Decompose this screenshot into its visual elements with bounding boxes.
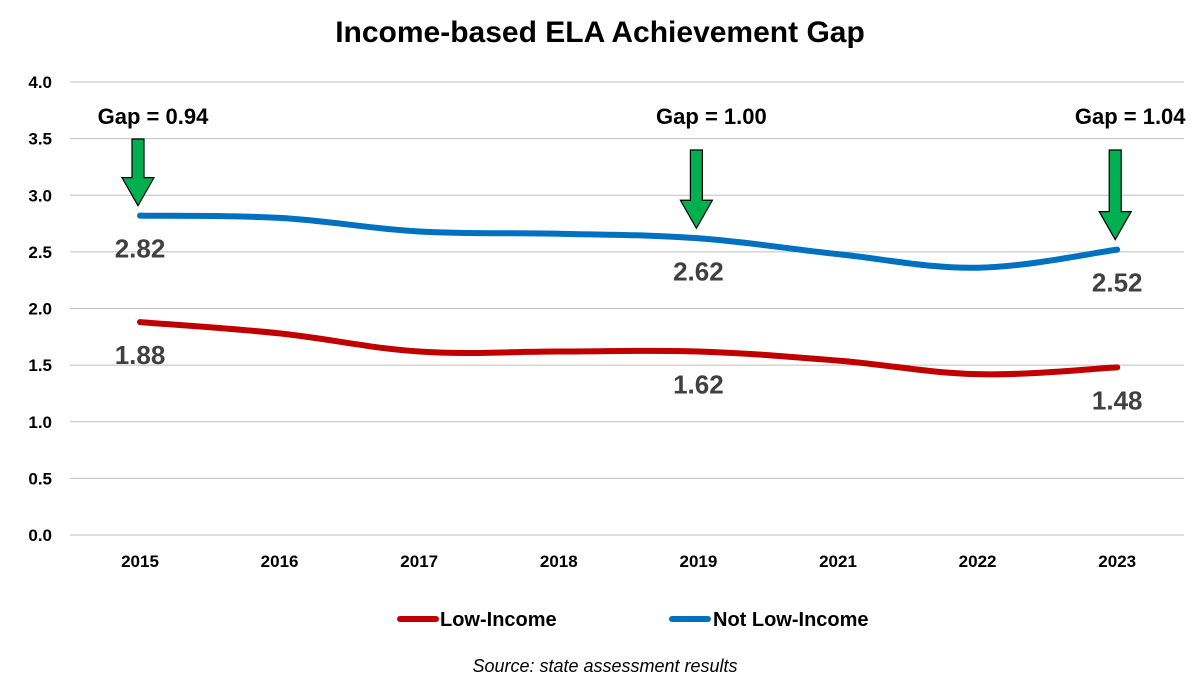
gridlines [70,81,1184,536]
y-tick-label: 3.0 [28,186,52,205]
y-tick-label: 2.5 [28,243,52,262]
gap-annotation: Gap = 0.94 [98,104,209,129]
data-label: 2.52 [1092,268,1143,298]
y-tick-label: 0.0 [28,526,52,545]
data-label: 2.62 [673,256,724,286]
legend: Low-Income Not Low-Income [397,609,869,631]
gap-arrow-icon [679,149,714,230]
y-tick-label: 2.0 [28,300,52,319]
data-labels: 1.88 1.62 1.48 2.82 2.62 2.52 [115,234,1143,416]
x-tick-label: 2023 [1098,552,1136,571]
legend-label-not-low-income: Not Low-Income [713,609,869,631]
x-tick-label: 2018 [540,552,578,571]
y-tick-label: 0.5 [28,469,52,488]
gap-arrow-icon [120,138,156,207]
gap-arrow-icon [1098,149,1133,241]
data-label: 1.62 [673,370,724,400]
y-axis-ticks: 0.0 0.5 1.0 1.5 2.0 2.5 3.0 3.5 4.0 [28,73,52,545]
gap-arrows: Gap = 0.94 Gap = 1.00 Gap = 1.04 [98,104,1186,241]
legend-label-low-income: Low-Income [440,609,557,631]
y-tick-label: 4.0 [28,73,52,92]
series-line-not-low-income [137,212,1121,271]
data-label: 1.48 [1092,385,1143,415]
x-tick-label: 2015 [121,552,159,571]
y-tick-label: 3.5 [28,130,52,149]
y-tick-label: 1.5 [28,356,52,375]
y-tick-label: 1.0 [28,413,52,432]
data-label: 1.88 [115,340,166,370]
data-label: 2.82 [115,234,166,264]
x-tick-label: 2022 [959,552,997,571]
series-lines [137,212,1121,378]
x-tick-label: 2016 [261,552,299,571]
x-tick-label: 2017 [400,552,438,571]
gap-annotation: Gap = 1.00 [656,104,767,129]
series-line-low-income [137,319,1121,378]
x-axis-ticks: 2015 2016 2017 2018 2019 2021 2022 2023 [121,552,1136,571]
x-tick-label: 2019 [679,552,717,571]
source-note: Source: state assessment results [472,656,737,676]
chart-title: Income-based ELA Achievement Gap [335,16,865,49]
gap-annotation: Gap = 1.04 [1075,104,1186,129]
x-tick-label: 2021 [819,552,857,571]
